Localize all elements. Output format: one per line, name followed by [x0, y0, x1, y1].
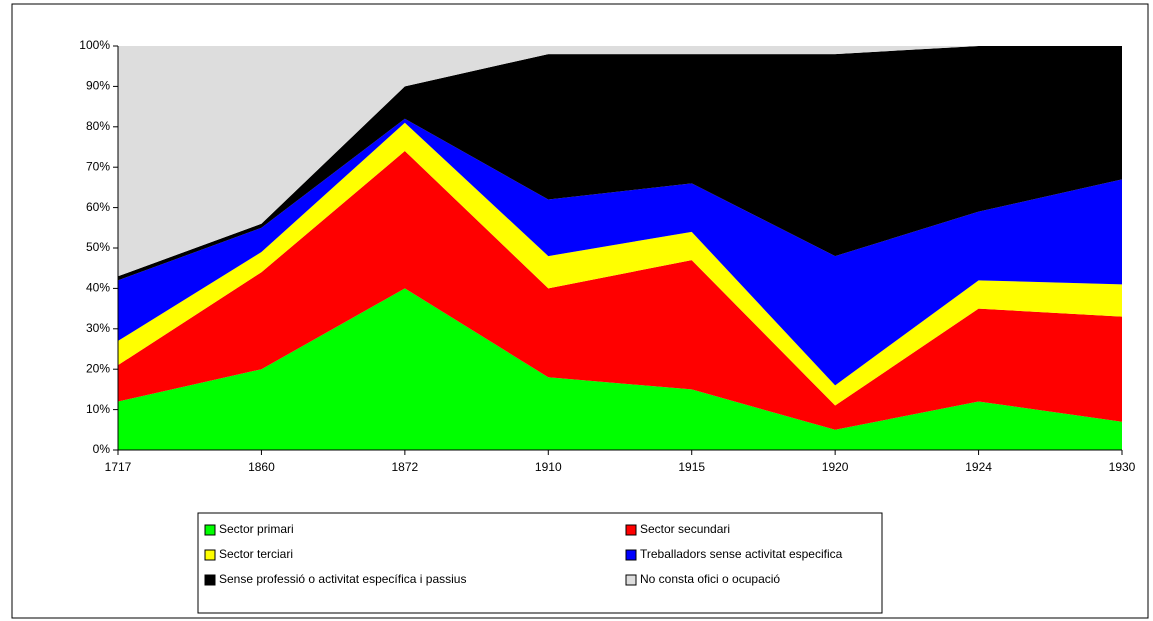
legend-swatch [625, 549, 637, 561]
x-tick-label: 1924 [965, 460, 992, 474]
legend-label: Sector secundari [640, 522, 730, 536]
legend-frame [197, 512, 883, 614]
y-tick-label: 50% [86, 240, 110, 254]
y-tick-label: 20% [86, 361, 110, 375]
area [118, 118, 1122, 386]
x-tick-label: 1910 [535, 460, 562, 474]
legend-swatch [204, 524, 216, 536]
legend-swatch [625, 524, 637, 536]
x-tick-label: 1930 [1109, 460, 1136, 474]
legend-label: Sector terciari [219, 547, 293, 561]
x-tick-label: 1860 [248, 460, 275, 474]
y-tick-label: 0% [93, 442, 111, 456]
legend-label: Treballadors sense activitat especifica [640, 547, 843, 561]
y-tick-label: 30% [86, 321, 110, 335]
area [118, 46, 1122, 281]
y-tick-label: 90% [86, 79, 110, 93]
legend-label: Sector primari [219, 522, 294, 536]
legend-label: Sense professió o activitat específica i… [219, 572, 466, 586]
x-tick-label: 1915 [678, 460, 705, 474]
area [118, 288, 1122, 450]
area [118, 151, 1122, 430]
y-tick-label: 70% [86, 159, 110, 173]
y-tick-label: 40% [86, 281, 110, 295]
legend-swatch [204, 549, 216, 561]
x-tick-label: 1717 [105, 460, 132, 474]
y-tick-label: 80% [86, 119, 110, 133]
area [118, 122, 1122, 406]
x-tick-label: 1872 [392, 460, 419, 474]
area [118, 46, 1122, 277]
x-tick-label: 1920 [822, 460, 849, 474]
legend-swatch [625, 574, 637, 586]
legend-swatch [204, 574, 216, 586]
y-tick-label: 60% [86, 200, 110, 214]
legend-label: No consta ofici o ocupació [640, 572, 780, 586]
y-tick-label: 100% [79, 38, 110, 52]
y-tick-label: 10% [86, 402, 110, 416]
